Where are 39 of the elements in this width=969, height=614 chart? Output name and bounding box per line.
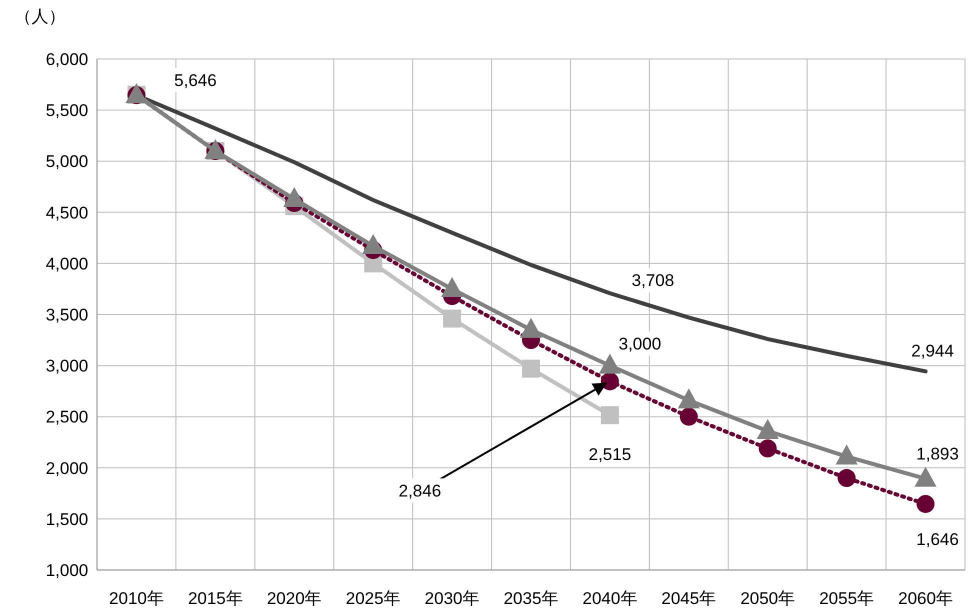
x-tick-label: 2055年 — [819, 589, 874, 608]
point — [600, 372, 619, 390]
point — [600, 406, 619, 424]
y-axis-title: （人） — [14, 7, 66, 26]
x-tick-label: 2040年 — [582, 589, 638, 608]
y-tick-label: 2,500 — [46, 408, 88, 427]
annotation: 1,646 — [916, 530, 959, 549]
annotation: 1,893 — [916, 444, 959, 464]
y-tick-label: 5,000 — [46, 152, 88, 172]
y-tick-label: 1,500 — [46, 510, 88, 529]
point — [680, 408, 698, 426]
y-tick-label: 2,000 — [46, 458, 88, 478]
y-tick-label: 5,500 — [46, 101, 88, 120]
x-tick-label: 2045年 — [661, 589, 716, 608]
x-tick-label: 2025年 — [346, 589, 401, 608]
y-tick-label: 4,500 — [46, 203, 88, 222]
y-tick-label: 1,000 — [46, 560, 88, 580]
point — [838, 469, 856, 488]
x-tick-label: 2010年 — [109, 589, 164, 608]
annotation: 2,515 — [588, 445, 632, 464]
x-tick-label: 2060年 — [898, 589, 953, 608]
annotation: 2,846 — [398, 481, 442, 500]
y-tick-label: 3,500 — [46, 305, 88, 324]
annotation: 3,708 — [632, 271, 674, 290]
y-tick-label: 4,000 — [46, 254, 88, 274]
point — [916, 494, 935, 513]
x-tick-label: 2035年 — [504, 589, 558, 608]
annotation: 2,944 — [911, 341, 954, 360]
annotation: 5,646 — [174, 71, 217, 90]
x-tick-label: 2015年 — [188, 589, 243, 608]
x-tick-label: 2050年 — [740, 589, 796, 608]
y-tick-label: 6,000 — [46, 50, 88, 69]
point — [758, 439, 777, 458]
x-tick-label: 2030年 — [424, 589, 480, 608]
point — [522, 360, 540, 378]
y-tick-label: 3,000 — [46, 356, 88, 376]
x-tick-label: 2020年 — [266, 589, 322, 608]
point — [443, 310, 462, 328]
annotation: 3,000 — [618, 334, 662, 354]
